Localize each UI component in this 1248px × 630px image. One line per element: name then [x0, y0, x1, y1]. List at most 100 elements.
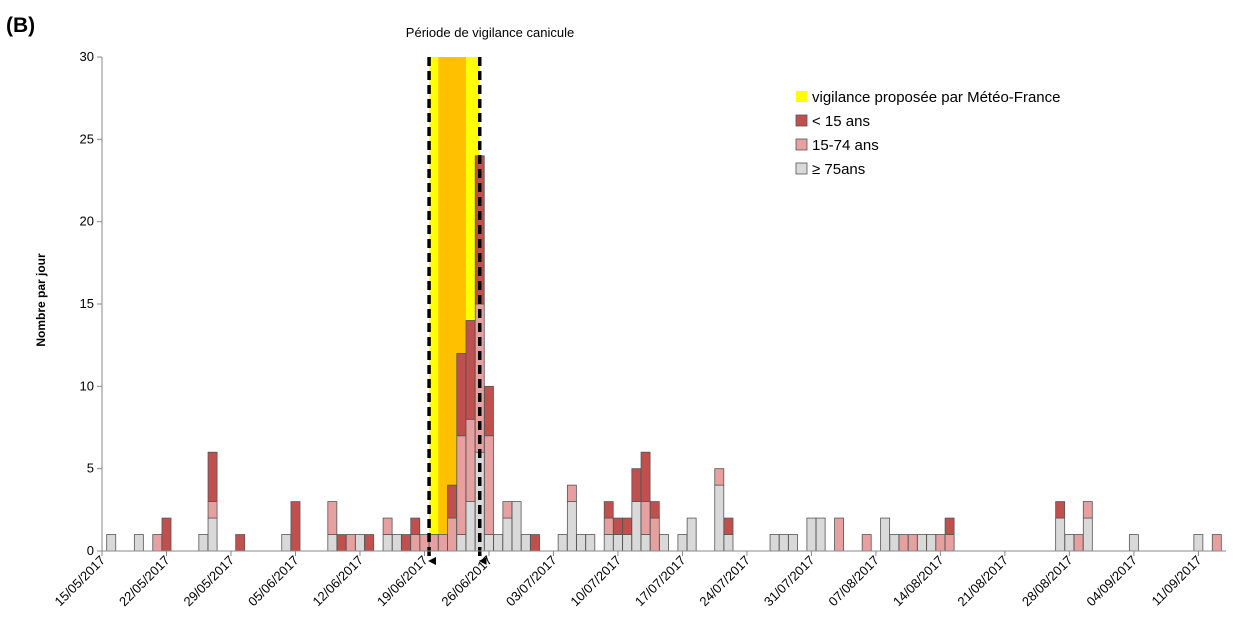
panel-label: (B) — [6, 14, 36, 37]
bar-segment-75plus — [493, 534, 504, 552]
y-tick-label: 0 — [87, 543, 94, 558]
bar-segment-75plus — [382, 534, 393, 552]
bar-segment-75plus — [917, 534, 927, 552]
chart-title: Période de vigilance canicule — [406, 25, 574, 40]
y-tick-label: 20 — [80, 214, 94, 229]
bar-segment-75plus — [557, 534, 568, 552]
bar-segment-under15 — [364, 534, 375, 552]
y-tick-label: 5 — [87, 461, 94, 476]
bar-segment-under15 — [456, 352, 467, 437]
bar-segment-75plus — [281, 534, 292, 552]
bar-segment-75plus — [778, 534, 789, 552]
y-tick-label: 30 — [80, 49, 94, 64]
bar-segment-under15 — [161, 517, 172, 552]
bar-segment-15-74 — [152, 534, 163, 552]
bar-segment-75plus — [1193, 534, 1204, 552]
bar-segment-under15 — [723, 517, 734, 535]
bar-segment-75plus — [502, 517, 513, 552]
legend-entry: 15-74 ans — [812, 137, 879, 154]
x-tick-label: 05/06/2017 — [245, 553, 302, 610]
bar-segment-15-74 — [437, 534, 448, 552]
bar-segment-75plus — [327, 534, 338, 552]
x-tick-label: 17/07/2017 — [632, 553, 689, 610]
bar-segment-15-74 — [1082, 501, 1093, 519]
bar-segment-15-74 — [484, 435, 494, 535]
bar-segment-75plus — [576, 534, 586, 552]
x-tick-label: 21/08/2017 — [954, 553, 1011, 610]
bar-segment-75plus — [613, 534, 623, 552]
bar-segment-under15 — [631, 468, 642, 502]
x-tick-label: 14/08/2017 — [890, 553, 947, 610]
bar-segment-under15 — [603, 501, 614, 519]
bar-segment-15-74 — [649, 517, 660, 552]
bar-segment-under15 — [465, 320, 476, 420]
x-tick-label: 15/05/2017 — [51, 553, 108, 610]
bar-segment-75plus — [806, 517, 817, 552]
bar-segment-75plus — [659, 534, 669, 552]
y-axis-label: Nombre par jour — [34, 253, 48, 347]
bar-segment-75plus — [465, 501, 476, 552]
bar-segment-75plus — [520, 534, 531, 552]
legend-entry: < 15 ans — [812, 113, 870, 130]
bar-segment-under15 — [613, 517, 623, 535]
bar-segment-75plus — [511, 501, 522, 552]
bar-segment-75plus — [769, 534, 780, 552]
legend-swatch — [795, 138, 808, 151]
y-tick-label: 10 — [80, 378, 94, 393]
bar-segment-15-74 — [907, 534, 918, 552]
x-tick-label: 26/06/2017 — [438, 553, 495, 610]
bar-segment-15-74 — [456, 435, 467, 535]
bar-segment-15-74 — [382, 517, 393, 535]
bar-segment-75plus — [714, 484, 725, 552]
bar-segment-75plus — [1082, 517, 1093, 552]
bar-segment-75plus — [106, 534, 117, 552]
bar-segment-under15 — [484, 385, 494, 437]
bar-segment-75plus — [686, 517, 697, 552]
x-tick-label: 19/06/2017 — [374, 553, 431, 610]
bar-segment-15-74 — [465, 418, 476, 502]
bar-segment-15-74 — [502, 501, 513, 519]
bar-segment-15-74 — [410, 534, 421, 552]
bar-segment-under15 — [622, 517, 633, 535]
legend-entry: vigilance proposée par Météo-France — [812, 89, 1060, 106]
legend-swatch — [795, 114, 808, 127]
bar-segment-15-74 — [1211, 534, 1222, 552]
bar-segment-75plus — [880, 517, 891, 552]
x-tick-label: 03/07/2017 — [503, 553, 560, 610]
bar-segment-under15 — [640, 451, 651, 503]
x-tick-label: 31/07/2017 — [761, 553, 818, 610]
x-tick-label: 07/08/2017 — [825, 553, 882, 610]
bar-segment-15-74 — [327, 501, 338, 535]
bar-segment-75plus — [1055, 517, 1066, 552]
bar-segment-75plus — [198, 534, 209, 552]
legend-swatch — [795, 162, 808, 175]
bar-segment-75plus — [355, 534, 365, 552]
bar-segment-under15 — [336, 534, 347, 552]
y-tick-label: 25 — [80, 131, 94, 146]
bar-segment-under15 — [290, 501, 301, 552]
x-tick-label: 22/05/2017 — [116, 553, 173, 610]
bar-segment-75plus — [585, 534, 596, 552]
bar-segment-75plus — [788, 534, 798, 552]
x-tick-label: 29/05/2017 — [180, 553, 237, 610]
bar-segment-under15 — [1055, 501, 1066, 519]
bar-segment-75plus — [631, 501, 642, 552]
bar-segment-15-74 — [345, 534, 356, 552]
bar-segment-15-74 — [834, 517, 844, 552]
bar-segment-15-74 — [898, 534, 909, 552]
bar-segment-15-74 — [944, 534, 955, 552]
bar-segment-75plus — [603, 534, 614, 552]
bar-segment-75plus — [1064, 534, 1075, 552]
bar-segment-under15 — [410, 517, 421, 535]
bar-segment-75plus — [566, 501, 577, 552]
bar-segment-under15 — [401, 534, 411, 552]
bar-segment-under15 — [530, 534, 540, 552]
bar-segment-75plus — [207, 517, 218, 552]
x-tick-label: 11/09/2017 — [1149, 553, 1205, 609]
bar-segment-75plus — [456, 534, 467, 552]
bar-segment-75plus — [677, 534, 688, 552]
x-tick-label: 24/07/2017 — [696, 553, 753, 610]
bar-segment-15-74 — [861, 534, 872, 552]
bar-segment-75plus — [133, 534, 144, 552]
